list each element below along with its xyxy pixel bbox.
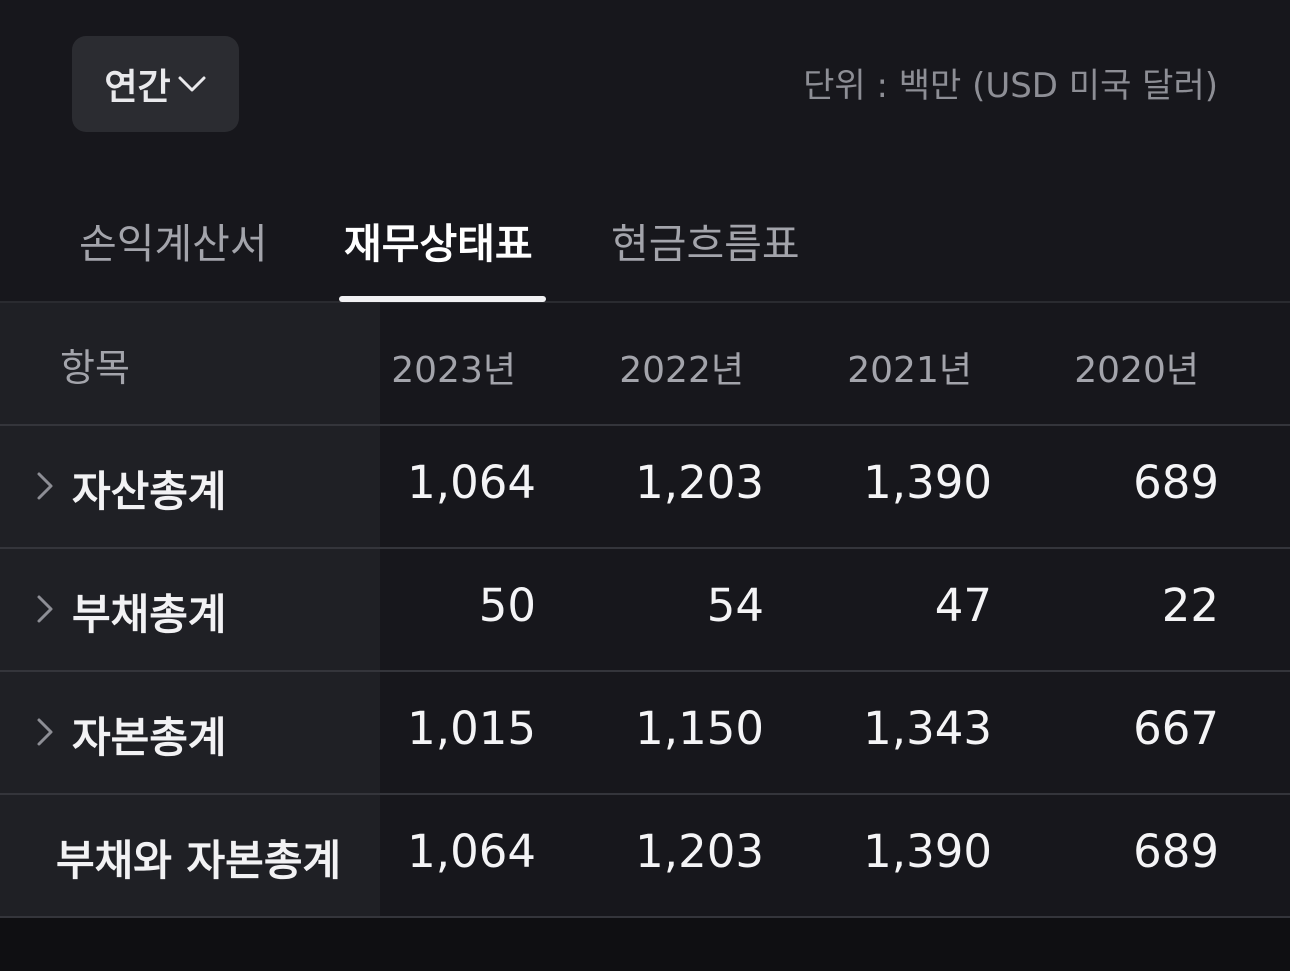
active-tab-indicator: [339, 296, 546, 302]
column-header-year: 2023년: [391, 350, 516, 391]
table-cell: 22: [1161, 579, 1219, 632]
column-header-year: 2022년: [619, 350, 744, 391]
row-label: 부채총계: [72, 590, 227, 639]
row-label: 자산총계: [72, 467, 227, 516]
table-cell: 1,064: [407, 456, 536, 509]
table-cell: 689: [1133, 456, 1219, 509]
financial-panel: 연간 단위 : 백만 (USD 미국 달러) 손익계산서 재무상태표 현금흐름표…: [0, 36, 1290, 918]
chevron-right-icon[interactable]: [34, 715, 56, 749]
column-header-year: 2021년: [847, 350, 972, 391]
table-cell: 1,064: [407, 825, 536, 878]
table-cell: 1,015: [407, 702, 536, 755]
table-cell: 1,203: [635, 825, 764, 878]
table-cell: 1,390: [863, 825, 992, 878]
tab-balance-sheet[interactable]: 재무상태표: [344, 220, 533, 268]
table-cell: 54: [706, 579, 764, 632]
row-label-cell: 자본총계: [0, 672, 380, 793]
header-label-cell: 항목: [0, 303, 380, 424]
chevron-right-icon[interactable]: [34, 592, 56, 626]
row-label: 자본총계: [72, 713, 227, 762]
balance-sheet-table: 항목 2023년 2022년 2021년 2020년 자산총계 1,064 1,…: [0, 303, 1290, 918]
statement-tabs: 손익계산서 재무상태표 현금흐름표: [0, 196, 1290, 303]
table-header-row: 항목 2023년 2022년 2021년 2020년: [0, 303, 1290, 426]
column-header-year: 2020년: [1074, 350, 1199, 391]
table-row-total-liabilities[interactable]: 부채총계 50 54 47 22: [0, 549, 1290, 672]
table-cell: 1,343: [863, 702, 992, 755]
table-cell: 689: [1133, 825, 1219, 878]
chevron-down-icon: [178, 76, 206, 92]
row-label-cell: 부채총계: [0, 549, 380, 670]
table-cell: 47: [934, 579, 992, 632]
period-select-button[interactable]: 연간: [72, 36, 239, 132]
table-cell: 50: [478, 579, 536, 632]
row-label-cell: 자산총계: [0, 426, 380, 547]
unit-text: 단위 : 백만 (USD 미국 달러): [803, 66, 1218, 106]
chevron-right-icon[interactable]: [34, 469, 56, 503]
table-row-total-assets[interactable]: 자산총계 1,064 1,203 1,390 689: [0, 426, 1290, 549]
row-label-cell: 부채와 자본총계: [0, 795, 380, 916]
table-cell: 667: [1133, 702, 1219, 755]
table-cell: 1,390: [863, 456, 992, 509]
row-label: 부채와 자본총계: [56, 836, 342, 885]
column-header-item: 항목: [60, 346, 130, 390]
table-row-total-equity[interactable]: 자본총계 1,015 1,150 1,343 667: [0, 672, 1290, 795]
tab-income-statement[interactable]: 손익계산서: [79, 220, 268, 268]
table-cell: 1,203: [635, 456, 764, 509]
period-select-label: 연간: [104, 67, 171, 108]
table-cell: 1,150: [635, 702, 764, 755]
table-row-total-liabilities-and-equity: 부채와 자본총계 1,064 1,203 1,390 689: [0, 795, 1290, 918]
tab-cash-flow[interactable]: 현금흐름표: [611, 220, 800, 268]
